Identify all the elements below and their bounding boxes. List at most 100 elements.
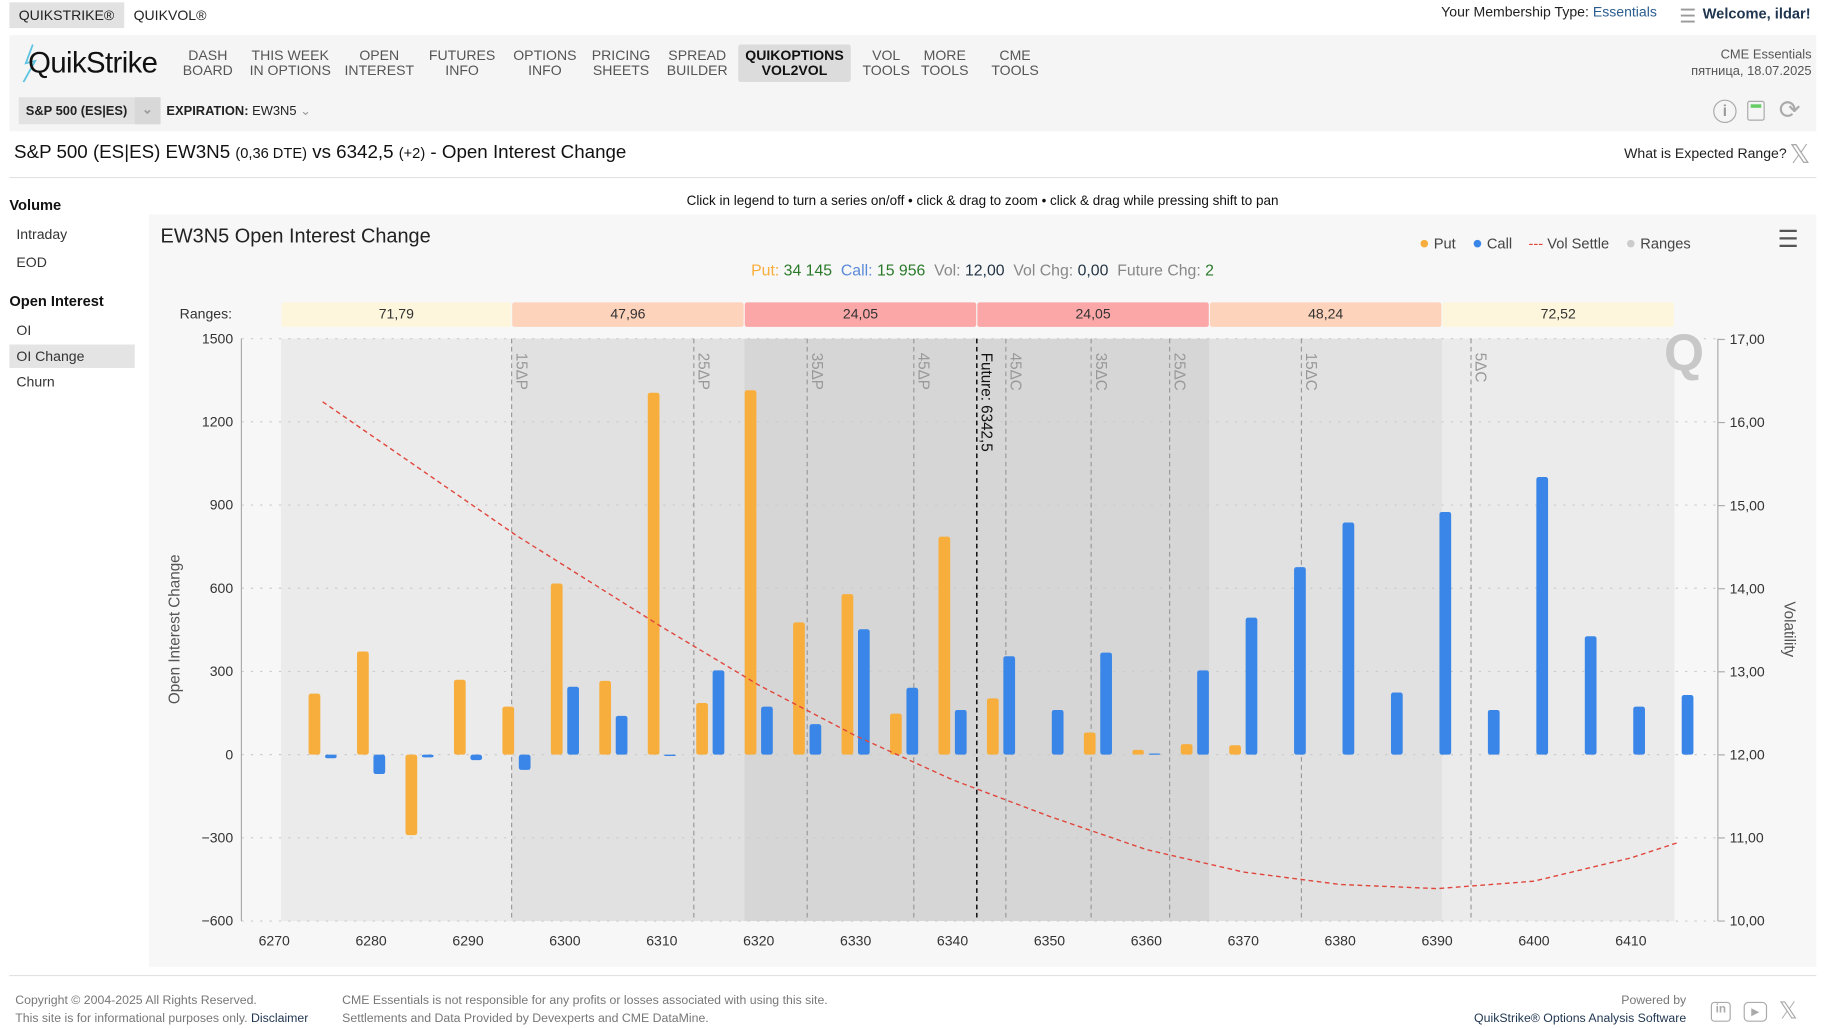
nav-item-label: DASH [188,46,228,64]
call-bar [1245,617,1258,755]
y2-tick-label: 16,00 [1730,414,1765,430]
x-tick-label: 6350 [1034,933,1065,949]
put-bar [793,622,805,755]
nav-item-futures-info[interactable]: FUTURES INFO [422,45,502,82]
put-bar [1180,744,1193,755]
y-tick-label: 0 [225,746,233,762]
expected-range-link[interactable]: What is Expected Range? [1624,145,1787,162]
call-bar [761,706,773,755]
footer-copyright: Copyright © 2004-2025 All Rights Reserve… [15,993,309,1026]
y2-tick-label: 10,00 [1730,913,1765,929]
x-tick-label: 6390 [1421,933,1452,949]
chevron-down-icon: ⌄ [300,104,311,119]
delta-label: 35ΔP [808,353,825,390]
y2-tick-label: 14,00 [1730,580,1765,596]
call-bar [1342,522,1355,755]
call-bar [373,754,386,775]
put-bar [357,651,369,755]
put-bar [308,693,321,755]
expiration-selector[interactable]: EXPIRATION: EW3N5 ⌄ [166,103,311,118]
divider [9,974,1817,977]
call-bar [1100,652,1112,755]
range-band [1442,302,1674,327]
call-bar [470,754,483,761]
put-bar [938,536,951,755]
nav-item-this-week-in-options[interactable]: THIS WEEK IN OPTIONS [243,45,338,82]
x-tick-label: 6320 [743,933,774,949]
refresh-icon[interactable]: ⟳ [1778,94,1801,125]
nav-item-more-tools[interactable]: MORE TOOLS [914,45,975,82]
hamburger-menu-icon[interactable]: ☰ [1679,7,1696,27]
nav-item-label: VOL2VOL [761,62,828,79]
chart-legend: ● Put ● Call --- Vol Settle ● Ranges [1419,233,1691,253]
linkedin-icon[interactable]: in [1710,1001,1731,1022]
call-bar [809,724,822,755]
nav-item-pricing-sheets[interactable]: PRICING SHEETS [585,45,658,82]
legend-put[interactable]: ● Put [1419,233,1456,254]
y-tick-label: 1500 [202,330,233,346]
x-tick-label: 6340 [937,933,968,949]
sidebar-item-oi-change[interactable]: OI Change [9,344,135,368]
sidebar-item-oi[interactable]: OI [16,322,32,339]
delta-label: 35ΔC [1092,353,1109,391]
range-label: 47,96 [610,306,645,322]
x-social-icon[interactable]: 𝕏 [1789,139,1811,169]
nav-item-options-info[interactable]: OPTIONS INFO [506,45,583,82]
chart-title: EW3N5 Open Interest Change [160,224,431,248]
quikstrike-link[interactable]: QuikStrike® Options Analysis Software [1474,1011,1687,1026]
logo-mark-icon [22,44,37,83]
x-tick-label: 6290 [452,933,483,949]
nav-item-label: IN OPTIONS [249,62,331,79]
chart-svg[interactable]: 71,79 47,96 24,05 24,05 48,24 72,52 Ranges: 150… [149,214,1816,966]
nav-item-label: INFO [445,62,479,79]
expiration-label: EXPIRATION: [166,104,249,119]
x-tick-label: 6310 [646,933,677,949]
sidebar-item-churn[interactable]: Churn [16,373,55,391]
nav-item-open-interest[interactable]: OPEN INTEREST [337,45,421,82]
sidebar: Volume Intraday EOD Open Interest OI OI … [9,197,135,394]
tab-quikvol[interactable]: QUIKVOL® [133,7,207,24]
legend-ranges[interactable]: ● Ranges [1625,233,1691,254]
nav-item-label: OPEN [359,46,400,64]
nav-item-label: TOOLS [862,62,910,79]
info-icon[interactable]: i [1713,99,1737,124]
footer-notes: CME Essentials is not responsible for an… [342,993,828,1026]
x-tick-label: 6380 [1325,933,1356,949]
delta-label: 5ΔC [1472,353,1489,383]
quikstrike-logo[interactable]: QuikStrike [19,42,171,84]
calculator-icon[interactable] [1747,100,1765,121]
legend-call[interactable]: ● Call [1472,233,1513,254]
nav-item-vol-tools[interactable]: VOL TOOLS [855,45,916,82]
x-tick-label: 6330 [840,933,871,949]
product-selector[interactable]: S&P 500 (ES|ES) ⌄ [18,97,161,125]
call-bar [954,709,967,755]
chevron-down-icon[interactable]: ⌄ [134,97,161,125]
youtube-icon[interactable]: ▶ [1743,1001,1768,1022]
disclaimer-link[interactable]: Disclaimer [250,1011,309,1026]
nav-item-quikoptions-vol2vol[interactable]: QUIKOPTIONS VOL2VOL [738,44,851,83]
nav-item-dash-board[interactable]: DASH BOARD [176,45,240,82]
y2-tick-label: 13,00 [1730,663,1765,679]
call-bar [324,754,337,759]
nav-item-cme-tools[interactable]: CME TOOLS [984,45,1045,82]
nav-item-label: SHEETS [592,62,650,79]
chart-menu-icon[interactable]: ☰ [1777,227,1799,254]
legend-vol-settle[interactable]: --- Vol Settle [1528,234,1610,252]
x-social-icon[interactable]: 𝕏 [1778,998,1798,1025]
dash-icon: --- [1528,234,1544,252]
tab-quikstrike[interactable]: QUIKSTRIKE® [9,2,124,29]
sidebar-item-eod[interactable]: EOD [16,254,47,271]
call-bar [857,629,870,755]
call-bar [1487,709,1500,755]
range-band [744,302,977,327]
nav-item-spread-builder[interactable]: SPREAD BUILDER [660,45,735,82]
sidebar-item-intraday[interactable]: Intraday [16,226,68,243]
delta-label: 15ΔC [1302,353,1319,391]
range-shade [1441,338,1675,922]
y2-tick-label: 12,00 [1730,747,1765,763]
welcome-text: Welcome, ildar! [1702,5,1811,23]
x-tick-label: 6360 [1131,933,1162,949]
put-bar [502,706,515,755]
nav-item-label: INTEREST [344,62,415,79]
y2-tick-label: 17,00 [1730,331,1765,347]
